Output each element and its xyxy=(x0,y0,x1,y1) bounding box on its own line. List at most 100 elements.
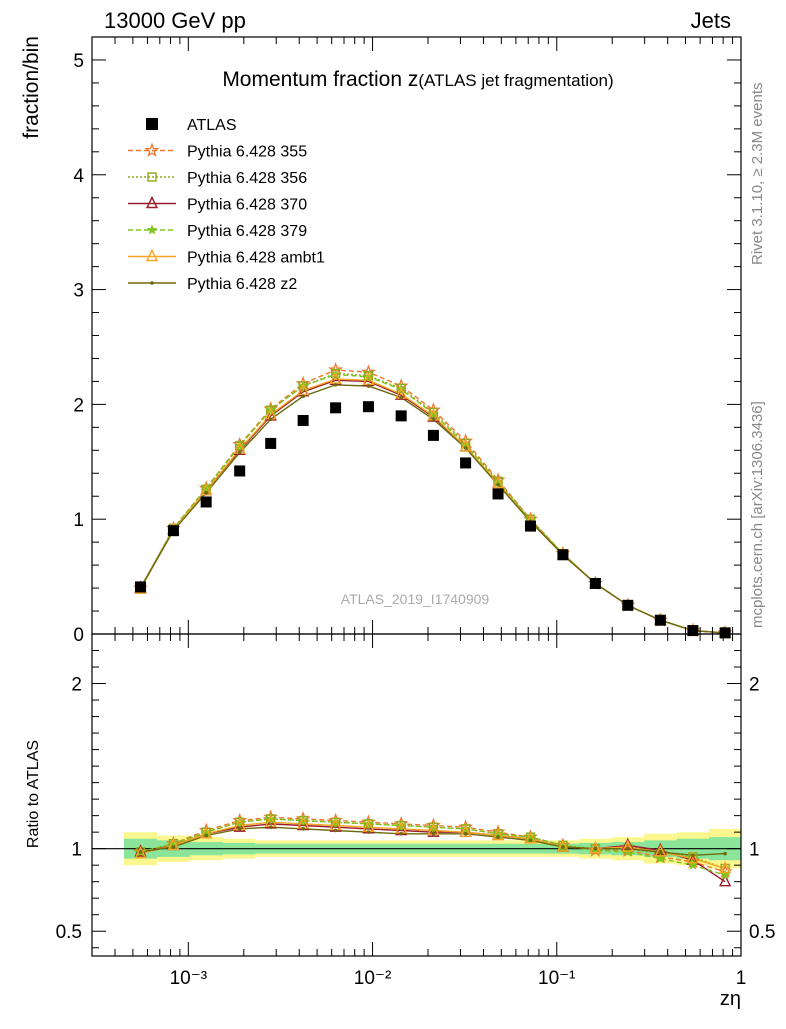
ratio-point-6 xyxy=(496,835,500,839)
axes: 0 1 2 3 4 5 0.5 0.5 1 1 2 2 10⁻³ 10⁻² 10⁻¹ 1 xyxy=(56,36,775,989)
ratio-y-tick-label-left: 2 xyxy=(71,675,82,696)
ratio-frame xyxy=(91,633,742,957)
analysis-label: ATLAS_2019_I1740909 xyxy=(341,591,490,607)
main-point-4 xyxy=(200,482,212,493)
main-markers xyxy=(133,362,733,640)
main-point-6 xyxy=(431,417,436,422)
ratio-y-tick-label-left: 1 xyxy=(71,840,82,861)
main-y-tick-label: 3 xyxy=(73,281,84,302)
ratio-point-4 xyxy=(719,869,731,880)
ratio-point-6 xyxy=(431,832,436,836)
ratio-point-4 xyxy=(265,813,277,824)
ratio-point-6 xyxy=(366,830,371,834)
legend-marker xyxy=(146,224,158,235)
ratio-point-5 xyxy=(491,827,505,841)
ratio-point-4 xyxy=(234,816,246,827)
legend-label: Pythia 6.428 355 xyxy=(187,144,307,161)
ratio-point-4 xyxy=(428,821,439,832)
atlas-data-point xyxy=(460,457,472,469)
atlas-data-point xyxy=(589,577,601,589)
ratio-point-5 xyxy=(686,851,700,864)
ratio-point-4 xyxy=(460,823,472,834)
ratio-y-tick-label-right: 0.5 xyxy=(749,922,775,943)
ratio-point-6 xyxy=(204,833,208,838)
legend-marker xyxy=(145,195,159,209)
ratio-point-5 xyxy=(200,826,213,839)
ratio-point-4 xyxy=(395,819,407,831)
ratio-point-5 xyxy=(459,824,472,837)
main-point-6 xyxy=(237,450,242,455)
ratio-point-5 xyxy=(556,839,570,852)
main-y-tick-label: 4 xyxy=(73,166,84,187)
main-point-5 xyxy=(491,476,505,489)
ratio-point-6 xyxy=(561,845,565,849)
ratio-y-tick-label-right: 1 xyxy=(749,840,760,861)
ratio-point-6 xyxy=(626,846,630,851)
main-point-4 xyxy=(363,371,374,382)
ratio-point-6 xyxy=(593,846,598,851)
ratio-point-3 xyxy=(718,874,732,887)
ratio-point-6 xyxy=(463,832,468,836)
x-tick-label: 1 xyxy=(736,968,747,989)
category-label: Jets xyxy=(691,8,731,33)
main-point-6 xyxy=(301,394,305,399)
legend-marker xyxy=(144,142,160,157)
ratio-ylabel: Ratio to ATLAS xyxy=(25,740,42,848)
main-y-tick-label: 2 xyxy=(73,395,84,416)
ratio-y-tick-label-left: 0.5 xyxy=(56,922,82,943)
legend-label: Pythia 6.428 379 xyxy=(187,223,307,240)
atlas-data-point xyxy=(687,625,699,637)
ratio-point-6 xyxy=(268,825,273,829)
atlas-data-point xyxy=(330,402,342,414)
ratio-markers xyxy=(133,809,733,887)
ratio-point-5 xyxy=(134,846,147,859)
atlas-data-point xyxy=(719,627,731,639)
main-point-6 xyxy=(366,384,371,388)
ratio-point-4 xyxy=(654,852,666,864)
atlas-data-point xyxy=(654,614,666,626)
ratio-point-6 xyxy=(301,827,305,831)
atlas-data-point xyxy=(492,488,504,500)
ratio-point-6 xyxy=(528,838,533,843)
legend-marker xyxy=(150,281,154,285)
main-point-6 xyxy=(399,395,403,400)
ratio-point-6 xyxy=(691,853,695,858)
main-ylabel: fraction/bin xyxy=(20,36,43,139)
main-point-4 xyxy=(234,439,246,451)
main-title-sub: (ATLAS jet fragmentation) xyxy=(418,71,613,90)
ratio-point-4 xyxy=(297,814,309,826)
ratio-point-6 xyxy=(237,827,242,831)
atlas-data-point xyxy=(234,465,246,477)
x-tick-label: 10⁻³ xyxy=(170,968,208,989)
ratio-point-5 xyxy=(654,844,667,857)
atlas-data-point xyxy=(265,437,277,449)
ratio-point-6 xyxy=(658,850,663,854)
main-point-6 xyxy=(268,417,273,422)
legend-marker xyxy=(147,172,157,182)
ratio-point-6 xyxy=(333,828,338,833)
x-tick-label: 10⁻² xyxy=(354,968,392,989)
legend-marker xyxy=(146,118,158,130)
x-tick-label: 10⁻¹ xyxy=(538,968,576,989)
atlas-data-point xyxy=(167,525,179,537)
ratio-point-6 xyxy=(138,850,143,854)
atlas-data-point xyxy=(134,581,146,593)
atlas-data-point xyxy=(362,401,374,413)
ratio-point-6 xyxy=(723,851,727,856)
legend: ATLAS Pythia 6.428 355 Pythia 6.428 356 Pyt… xyxy=(128,117,325,293)
main-point-6 xyxy=(463,446,468,450)
legend-marker xyxy=(145,248,159,262)
atlas-data-point xyxy=(395,410,407,422)
ratio-point-4 xyxy=(330,816,341,827)
legend-label: Pythia 6.428 z2 xyxy=(187,276,297,293)
main-y-tick-label: 0 xyxy=(73,625,84,646)
legend-label: Pythia 6.428 ambt1 xyxy=(187,250,325,267)
main-point-6 xyxy=(333,383,338,387)
ratio-point-5 xyxy=(167,837,180,851)
atlas-data-point xyxy=(297,414,309,426)
atlas-data-point xyxy=(557,549,569,561)
main-point-6 xyxy=(204,490,208,495)
ratio-y-tick-label-right: 2 xyxy=(749,675,760,696)
ratio-point-5 xyxy=(524,831,537,844)
